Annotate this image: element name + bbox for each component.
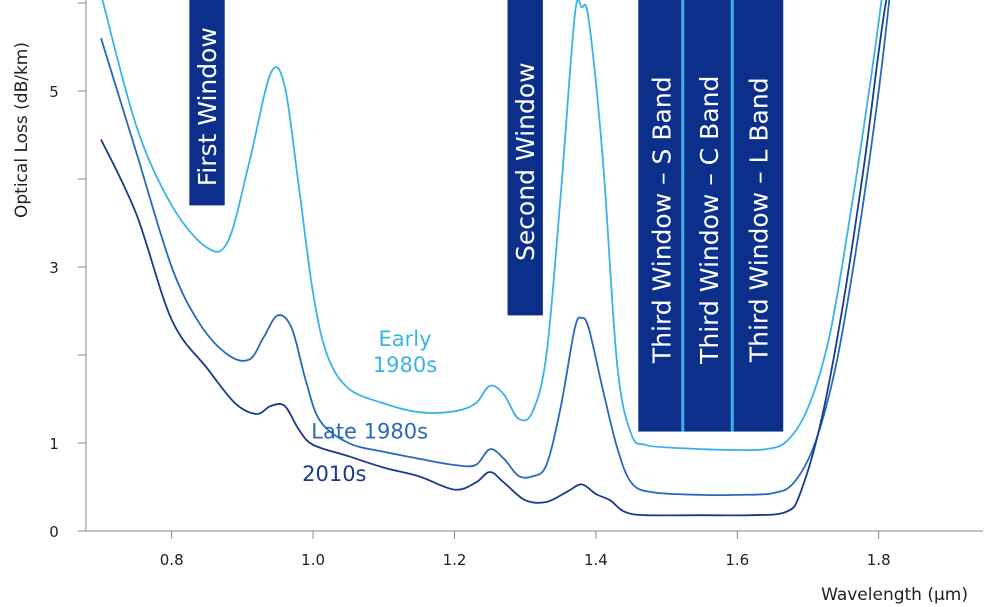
band-rect [638, 0, 685, 432]
x-tick-label: 0.8 [160, 551, 184, 569]
series-labels: Early 1980s Late 1980s 2010s [302, 327, 437, 486]
band-label: Third Window – S Band [647, 76, 676, 364]
series-label-line: Early [378, 327, 431, 351]
x-tick-label: 1.4 [584, 551, 608, 569]
band-label: First Window [193, 27, 222, 186]
band-label: Third Window – C Band [695, 76, 724, 365]
y-tick-label: 5 [49, 83, 59, 101]
band-4: Third Window – C Band [684, 0, 737, 432]
series-label-line: 2010s [302, 462, 366, 486]
x-tick-label: 1.8 [867, 551, 891, 569]
series-label-3: 2010s [302, 462, 366, 486]
series-line-3 [100, 0, 888, 517]
axis-ticks: 0.81.01.21.41.61.82.00135 [49, 2, 891, 569]
series-line-2 [100, 0, 891, 497]
wavelength-bands: First Window Second Window Third Window – … [189, 0, 784, 432]
loss-curves [100, 0, 891, 517]
band-rect [507, 0, 543, 316]
y-axis-label: Optical Loss (dB/km) [12, 42, 32, 218]
band-2: Second Window [507, 0, 543, 316]
x-tick-label: 1.0 [301, 551, 325, 569]
series-label-2: Late 1980s [311, 420, 428, 444]
series-label-line: Late 1980s [311, 420, 428, 444]
series-label-line: 1980s [373, 353, 437, 377]
band-rect [684, 0, 734, 432]
band-label: Third Window – L Band [745, 77, 774, 363]
y-tick-label: 3 [49, 259, 59, 277]
x-tick-label: 1.2 [443, 551, 467, 569]
band-3: Third Window – S Band [638, 0, 688, 432]
band-label: Second Window [511, 62, 540, 261]
band-1: First Window [189, 0, 225, 206]
band-rect [733, 0, 784, 432]
x-tick-label: 1.6 [725, 551, 749, 569]
series-line-1 [101, 0, 883, 452]
band-rect [189, 0, 225, 206]
y-tick-label: 0 [49, 523, 59, 541]
x-axis-label: Wavelength (µm) [821, 585, 968, 605]
band-5: Third Window – L Band [733, 0, 784, 432]
series-label-1: Early 1980s [373, 327, 437, 377]
y-tick-label: 1 [49, 435, 59, 453]
